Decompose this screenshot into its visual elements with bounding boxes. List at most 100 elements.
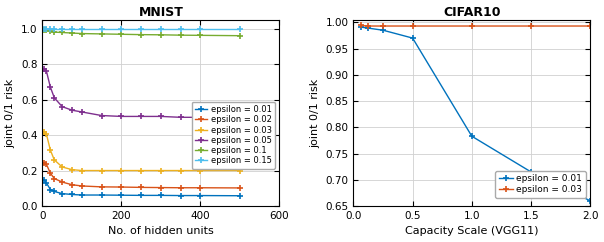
epsilon = 0.01: [409, 37, 416, 39]
epsilon = 0.03: [138, 169, 145, 172]
epsilon = 0.01: [59, 192, 66, 195]
epsilon = 0.1: [79, 32, 86, 35]
epsilon = 0.01: [527, 170, 535, 173]
epsilon = 0.01: [586, 199, 594, 202]
epsilon = 0.1: [59, 31, 66, 34]
epsilon = 0.01: [468, 135, 475, 138]
Line: epsilon = 0.01: epsilon = 0.01: [41, 177, 243, 199]
epsilon = 0.02: [47, 172, 54, 175]
Legend: epsilon = 0.01, epsilon = 0.03: epsilon = 0.01, epsilon = 0.03: [495, 171, 586, 198]
epsilon = 0.01: [118, 194, 125, 197]
epsilon = 0.03: [177, 169, 184, 172]
Line: epsilon = 0.01: epsilon = 0.01: [358, 24, 593, 204]
epsilon = 0.1: [43, 29, 50, 32]
epsilon = 0.02: [197, 186, 204, 189]
epsilon = 0.15: [118, 27, 125, 30]
epsilon = 0.15: [79, 27, 86, 30]
epsilon = 0.03: [43, 133, 50, 136]
epsilon = 0.01: [365, 27, 372, 30]
epsilon = 0.05: [51, 96, 58, 99]
epsilon = 0.1: [157, 33, 164, 36]
Title: MNIST: MNIST: [138, 6, 183, 19]
epsilon = 0.03: [79, 169, 86, 172]
epsilon = 0.15: [68, 27, 76, 30]
epsilon = 0.02: [68, 183, 76, 186]
epsilon = 0.1: [236, 34, 243, 37]
epsilon = 0.03: [98, 169, 105, 172]
epsilon = 0.01: [357, 26, 364, 29]
epsilon = 0.02: [236, 187, 243, 189]
epsilon = 0.03: [468, 25, 475, 28]
epsilon = 0.1: [138, 33, 145, 36]
Line: epsilon = 0.03: epsilon = 0.03: [358, 22, 593, 29]
epsilon = 0.01: [51, 190, 58, 193]
Y-axis label: joint 0/1 risk: joint 0/1 risk: [5, 78, 16, 148]
epsilon = 0.01: [379, 29, 387, 32]
epsilon = 0.1: [41, 29, 48, 32]
epsilon = 0.01: [98, 194, 105, 197]
epsilon = 0.05: [98, 114, 105, 117]
Line: epsilon = 0.05: epsilon = 0.05: [41, 66, 243, 121]
epsilon = 0.05: [59, 105, 66, 108]
epsilon = 0.05: [157, 115, 164, 118]
epsilon = 0.01: [41, 179, 48, 182]
epsilon = 0.02: [98, 185, 105, 188]
epsilon = 0.01: [43, 182, 50, 184]
epsilon = 0.01: [236, 194, 243, 197]
epsilon = 0.03: [357, 24, 364, 27]
epsilon = 0.03: [586, 25, 594, 28]
epsilon = 0.01: [157, 194, 164, 197]
epsilon = 0.15: [59, 27, 66, 30]
epsilon = 0.05: [79, 111, 86, 113]
epsilon = 0.15: [177, 27, 184, 30]
epsilon = 0.03: [51, 159, 58, 161]
epsilon = 0.05: [138, 115, 145, 118]
epsilon = 0.02: [43, 163, 50, 166]
epsilon = 0.03: [59, 166, 66, 168]
epsilon = 0.05: [177, 116, 184, 119]
Title: CIFAR10: CIFAR10: [443, 6, 501, 19]
epsilon = 0.03: [41, 130, 48, 133]
epsilon = 0.02: [138, 186, 145, 189]
Line: epsilon = 0.02: epsilon = 0.02: [41, 159, 243, 191]
epsilon = 0.05: [68, 109, 76, 112]
Line: epsilon = 0.03: epsilon = 0.03: [41, 128, 243, 174]
epsilon = 0.15: [51, 27, 58, 30]
epsilon = 0.02: [41, 161, 48, 164]
epsilon = 0.01: [197, 194, 204, 197]
Legend: epsilon = 0.01, epsilon = 0.02, epsilon = 0.03, epsilon = 0.05, epsilon = 0.1, e: epsilon = 0.01, epsilon = 0.02, epsilon …: [191, 102, 275, 169]
epsilon = 0.05: [118, 115, 125, 118]
epsilon = 0.15: [138, 27, 145, 30]
epsilon = 0.03: [236, 169, 243, 172]
epsilon = 0.03: [365, 25, 372, 28]
epsilon = 0.03: [527, 25, 535, 28]
Y-axis label: joint 0/1 risk: joint 0/1 risk: [310, 78, 320, 148]
epsilon = 0.01: [177, 194, 184, 197]
epsilon = 0.15: [41, 27, 48, 30]
epsilon = 0.02: [118, 186, 125, 189]
epsilon = 0.03: [47, 149, 54, 151]
epsilon = 0.1: [51, 31, 58, 34]
epsilon = 0.05: [47, 86, 54, 89]
epsilon = 0.01: [68, 193, 76, 196]
X-axis label: No. of hidden units: No. of hidden units: [108, 227, 214, 236]
epsilon = 0.01: [138, 194, 145, 197]
epsilon = 0.05: [197, 116, 204, 119]
Line: epsilon = 0.1: epsilon = 0.1: [41, 27, 243, 39]
epsilon = 0.02: [79, 185, 86, 188]
epsilon = 0.1: [197, 34, 204, 37]
epsilon = 0.03: [409, 25, 416, 28]
epsilon = 0.02: [51, 177, 58, 180]
epsilon = 0.15: [236, 27, 243, 30]
epsilon = 0.02: [157, 186, 164, 189]
epsilon = 0.15: [43, 27, 50, 30]
epsilon = 0.15: [157, 27, 164, 30]
epsilon = 0.15: [47, 27, 54, 30]
epsilon = 0.15: [197, 27, 204, 30]
epsilon = 0.03: [379, 25, 387, 28]
epsilon = 0.05: [43, 70, 50, 73]
epsilon = 0.1: [177, 34, 184, 37]
epsilon = 0.03: [157, 169, 164, 172]
epsilon = 0.15: [98, 27, 105, 30]
epsilon = 0.01: [47, 188, 54, 191]
